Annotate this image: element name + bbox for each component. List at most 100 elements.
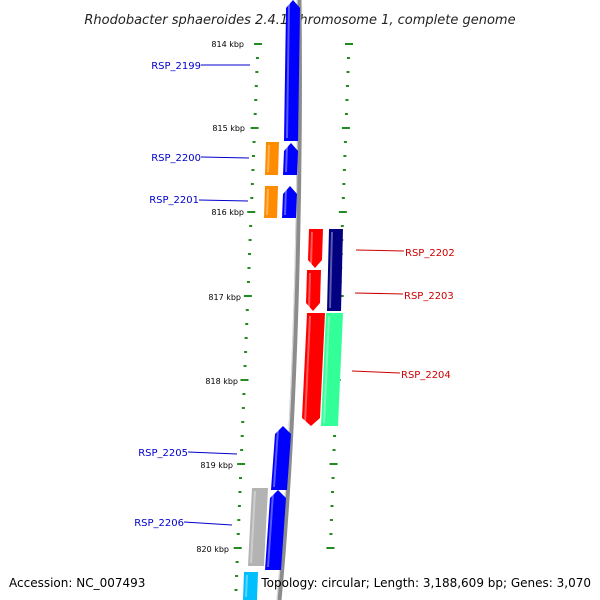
minor-tick (345, 99, 349, 101)
minor-tick (255, 57, 259, 59)
gene-rsp-2200[interactable] (283, 143, 298, 175)
gene-highlight (273, 429, 279, 487)
minor-tick (329, 519, 333, 521)
gene-highlight (310, 232, 313, 265)
gene-feature-cyan[interactable] (243, 572, 258, 600)
gene-highlight (323, 316, 330, 423)
minor-tick (247, 267, 251, 269)
gene-arrow[interactable] (264, 186, 278, 218)
gene-rsp-2205[interactable] (271, 426, 291, 490)
minor-tick (237, 505, 241, 507)
gene-label[interactable]: RSP_2206 (134, 518, 184, 529)
kbp-label: 816 kbp (211, 208, 244, 217)
minor-tick (346, 57, 350, 59)
gene-label[interactable]: RSP_2203 (404, 291, 454, 302)
minor-tick (244, 337, 248, 339)
major-tick (326, 547, 335, 549)
gene-arrow[interactable] (306, 270, 321, 311)
gene-arrow[interactable] (248, 488, 268, 566)
minor-tick (252, 141, 256, 143)
minor-tick (243, 365, 247, 367)
gene-highlight (308, 273, 311, 308)
gene-arrow[interactable] (243, 572, 258, 600)
minor-tick (342, 169, 346, 171)
minor-tick (235, 575, 239, 577)
minor-tick (340, 225, 344, 227)
minor-tick (239, 477, 243, 479)
gene-arrow[interactable] (284, 0, 300, 141)
gene-label[interactable]: RSP_2199 (151, 61, 201, 72)
gene-highlight (245, 575, 248, 597)
gene-arrow[interactable] (271, 426, 291, 490)
gene-arrow[interactable] (282, 186, 297, 218)
minor-tick (332, 449, 336, 451)
minor-tick (250, 183, 254, 185)
gene-label[interactable]: RSP_2205 (138, 448, 188, 459)
gene-feature-grey[interactable] (248, 488, 268, 566)
gene-arrow[interactable] (302, 313, 325, 426)
kbp-label: 815 kbp (212, 124, 245, 133)
gene-highlight (285, 146, 288, 172)
genome-info-text: Topology: circular; Length: 3,188,609 bp… (260, 576, 591, 590)
minor-tick (248, 253, 252, 255)
gene-arrow[interactable] (321, 313, 343, 426)
minor-tick (254, 85, 258, 87)
major-tick (329, 463, 338, 465)
gene-highlight (286, 3, 290, 138)
minor-tick (342, 183, 346, 185)
gene-rsp-2199[interactable] (284, 0, 300, 141)
gene-rsp-2202[interactable] (308, 229, 323, 268)
kbp-label: 820 kbp (196, 545, 229, 554)
minor-tick (333, 435, 337, 437)
kbp-label: 817 kbp (208, 293, 241, 302)
major-tick (243, 295, 252, 297)
gene-feature-orange[interactable] (265, 142, 279, 175)
gene-label[interactable]: RSP_2201 (149, 195, 199, 206)
minor-tick (250, 197, 254, 199)
gene-highlight (250, 491, 256, 563)
minor-tick (255, 71, 259, 73)
gene-label[interactable]: RSP_2200 (151, 153, 201, 164)
minor-tick (235, 561, 239, 563)
gene-feature-orange[interactable] (264, 186, 278, 218)
gene-label[interactable]: RSP_2202 (405, 248, 455, 259)
major-tick (237, 463, 246, 465)
minor-tick (346, 71, 350, 73)
gene-highlight (304, 316, 311, 423)
kbp-tick-labels: 814 kbp 815 kbp 816 kbp 817 kbp 818 kbp 819 k… (196, 40, 245, 554)
major-tick (345, 43, 353, 45)
inner-tick-track (233, 43, 262, 591)
gene-arrow[interactable] (265, 142, 279, 175)
gene-arrow[interactable] (265, 490, 286, 570)
major-tick (247, 211, 256, 213)
minor-tick (240, 449, 244, 451)
gene-highlight (284, 189, 287, 215)
label-leader-line (198, 199, 249, 202)
gene-arrow[interactable] (283, 143, 298, 175)
major-tick (250, 127, 259, 129)
accession-text: Accession: NC_007493 (9, 576, 145, 590)
major-tick (240, 379, 249, 381)
kbp-label: 818 kbp (205, 377, 238, 386)
minor-tick (249, 225, 253, 227)
gene-label[interactable]: RSP_2204 (401, 370, 451, 381)
gene-rsp-2206[interactable] (265, 490, 286, 570)
minor-tick (241, 421, 245, 423)
minor-tick (241, 407, 245, 409)
gene-arrow[interactable] (327, 229, 343, 311)
minor-tick (244, 351, 248, 353)
kbp-label: 819 kbp (200, 461, 233, 470)
label-leader-line (355, 249, 405, 252)
gene-feature-navy[interactable] (327, 229, 343, 311)
gene-arrow[interactable] (308, 229, 323, 268)
label-leader-line (354, 292, 404, 295)
gene-rsp-2204[interactable] (302, 313, 325, 426)
minor-tick (245, 309, 249, 311)
minor-tick (240, 435, 244, 437)
gene-rsp-2201[interactable] (282, 186, 297, 218)
gene-rsp-2203[interactable] (306, 270, 321, 311)
gene-feature-seagreen[interactable] (321, 313, 343, 426)
minor-tick (329, 533, 333, 535)
minor-tick (248, 239, 252, 241)
